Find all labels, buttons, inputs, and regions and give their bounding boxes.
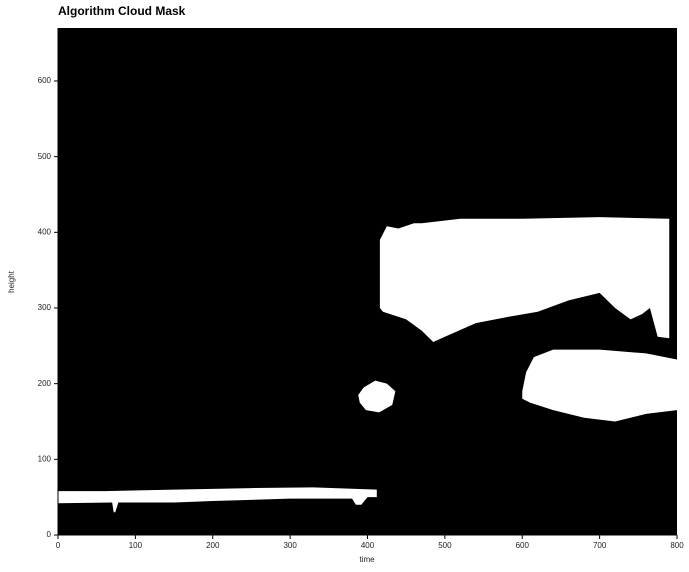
cloud-region [379, 217, 670, 343]
x-tick-label: 700 [593, 541, 607, 550]
y-tick-label: 0 [47, 530, 52, 539]
x-tick-label: 100 [129, 541, 143, 550]
x-tick-label: 200 [206, 541, 220, 550]
x-tick-label: 300 [283, 541, 297, 550]
x-tick-label: 800 [670, 541, 684, 550]
y-axis-label: height [7, 270, 16, 293]
chart-title: Algorithm Cloud Mask [58, 4, 186, 18]
y-tick-label: 200 [38, 379, 52, 388]
x-tick-label: 600 [516, 541, 530, 550]
cloud-region [58, 487, 377, 513]
y-tick-label: 500 [38, 152, 52, 161]
x-axis-label: time [359, 555, 375, 564]
x-tick-label: 0 [56, 541, 61, 550]
x-tick-label: 500 [438, 541, 452, 550]
cloud-region [358, 380, 396, 413]
y-tick-label: 400 [38, 227, 52, 236]
cloud-region [522, 349, 677, 422]
y-tick-label: 600 [38, 76, 52, 85]
y-tick-label: 300 [38, 303, 52, 312]
y-tick-label: 100 [38, 454, 52, 463]
x-tick-label: 400 [361, 541, 375, 550]
